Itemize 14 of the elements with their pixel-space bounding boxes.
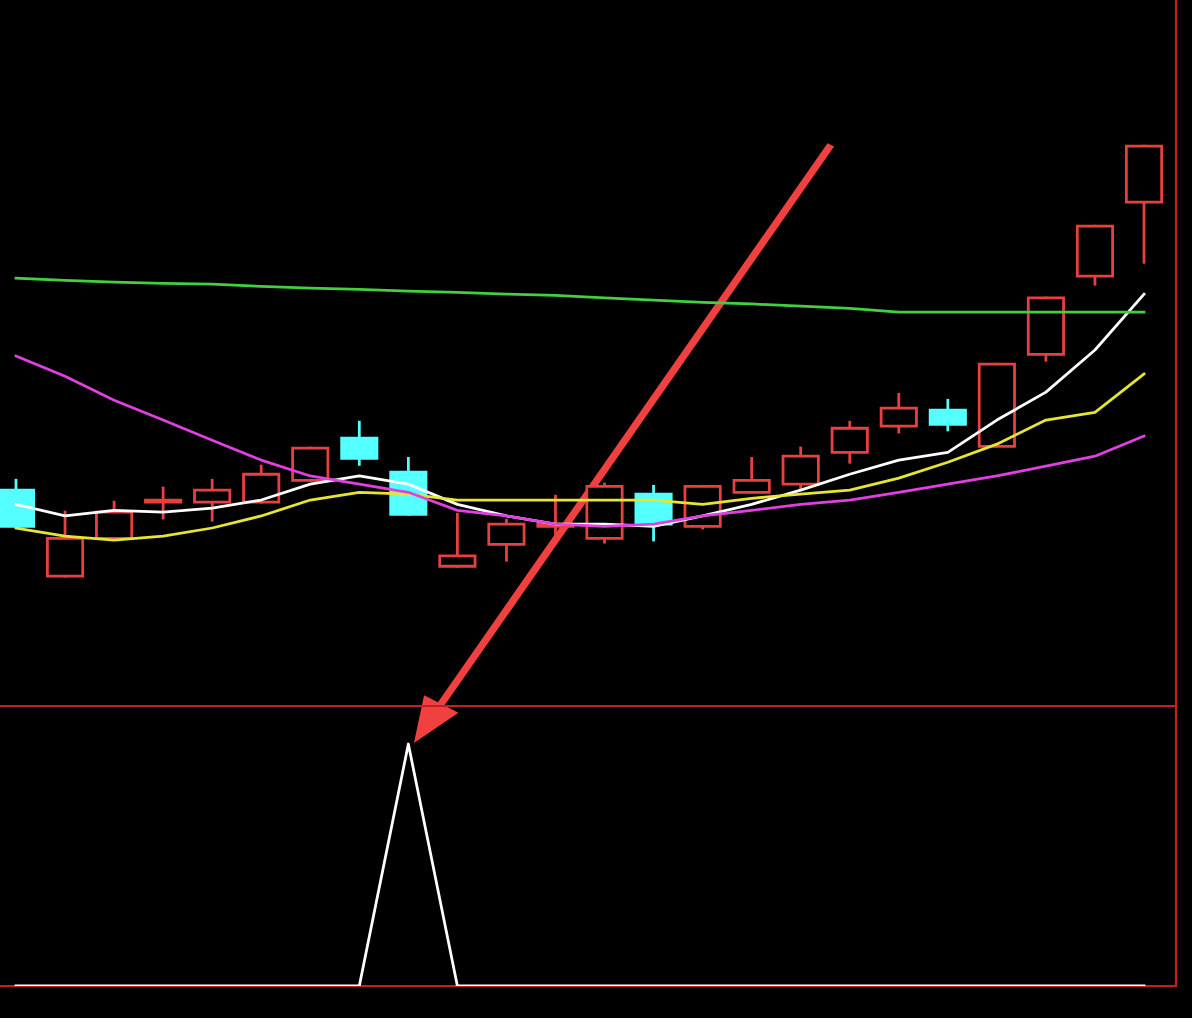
candlestick <box>46 510 85 578</box>
candlestick <box>144 486 183 520</box>
candlestick <box>928 398 967 432</box>
candlestick <box>291 446 330 482</box>
candlestick <box>879 392 918 434</box>
candlestick <box>242 464 281 504</box>
candlestick <box>830 420 869 464</box>
candlestick <box>732 456 771 494</box>
candlestick <box>0 478 36 528</box>
candlestick <box>193 478 232 522</box>
candlestick <box>487 518 526 562</box>
candlestick <box>781 446 820 490</box>
candlestick <box>340 420 379 466</box>
candlestick <box>438 512 477 568</box>
